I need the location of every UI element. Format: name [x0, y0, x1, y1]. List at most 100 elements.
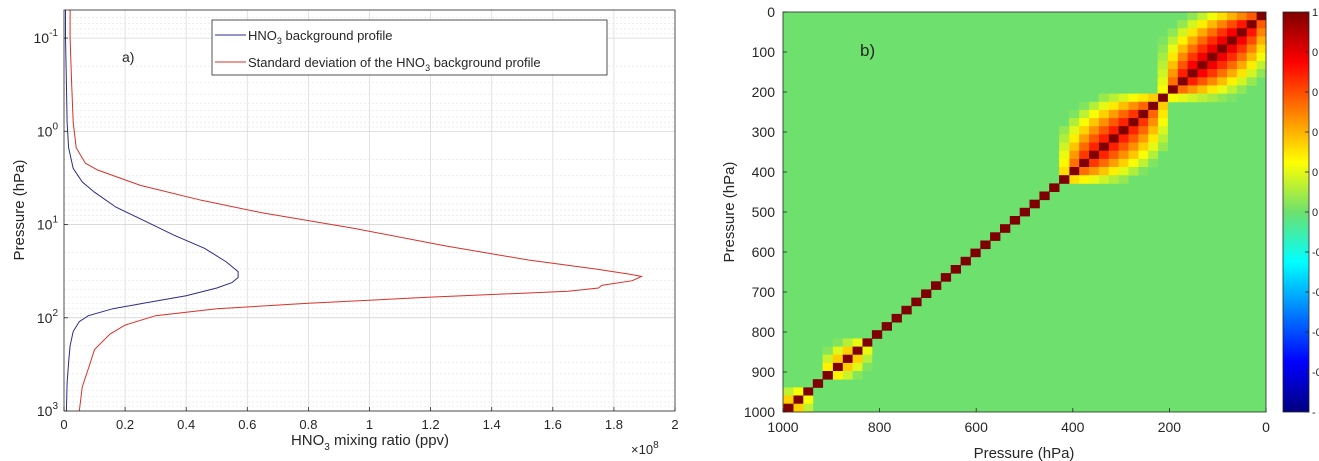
heatmap-cell — [1177, 44, 1188, 54]
heatmap-cell — [1226, 85, 1237, 94]
panel-b-y-ticks: 0 100 200 300 400 500 600 700 800 900 1000 — [744, 4, 787, 420]
heatmap-cell — [1078, 175, 1090, 184]
heatmap-cell — [1236, 36, 1247, 46]
heatmap-cell — [1108, 158, 1119, 168]
x-tick-label: 2 — [671, 417, 678, 432]
heatmap-cell — [1226, 93, 1237, 103]
heatmap-cell — [1068, 134, 1080, 143]
panel-a-x-axis-label: HNO3 mixing ratio (ppv) — [291, 432, 449, 453]
heatmap-cell — [1157, 109, 1168, 119]
heatmap-cell — [980, 240, 991, 250]
colorbar-tick-label: -0 — [1312, 287, 1319, 299]
heatmap-cell — [1167, 69, 1178, 78]
heatmap-cell — [901, 305, 912, 315]
colorbar-tick-label: 1 — [1312, 7, 1318, 19]
heatmap-cell — [1226, 77, 1237, 86]
heatmap-cell — [1108, 101, 1119, 111]
y-tick-label: 102 — [37, 308, 59, 326]
x-tick-label: 400 — [1061, 419, 1085, 435]
heatmap-cell — [1137, 93, 1149, 103]
heatmap-cell — [1246, 28, 1257, 37]
heatmap-cell — [1118, 134, 1129, 143]
panel-b-label: b) — [860, 41, 875, 60]
heatmap-cell — [1128, 134, 1139, 143]
heatmap-cell — [1128, 126, 1139, 135]
heatmap-cell — [1157, 44, 1168, 54]
colorbar-tick-label: 0 — [1312, 207, 1318, 219]
x-tick-label: 0.6 — [238, 417, 256, 432]
panel-a-x-exponent: ×108 — [631, 440, 659, 457]
colorbar-tick-label: 0 — [1312, 47, 1318, 59]
heatmap-cell — [1187, 69, 1198, 78]
heatmap-cell — [1137, 109, 1149, 119]
heatmap-cell — [1236, 85, 1247, 94]
heatmap-cell — [1108, 109, 1119, 119]
heatmap-cell — [1128, 93, 1139, 103]
heatmap-cell — [1157, 85, 1168, 94]
heatmap-cell — [1246, 52, 1257, 62]
heatmap-cell — [950, 265, 961, 274]
heatmap-cell — [1167, 85, 1178, 94]
heatmap-cell — [1167, 28, 1178, 37]
heatmap-cell — [1177, 20, 1188, 29]
panel-b-y-axis-label: Pressure (hPa) — [721, 162, 738, 263]
heatmap-cell — [832, 346, 843, 356]
heatmap-cell — [1147, 142, 1159, 152]
heatmap-cell — [1177, 61, 1188, 70]
heatmap-cell — [881, 322, 892, 331]
heatmap-cell — [1098, 109, 1109, 119]
heatmap-cell — [1216, 12, 1227, 21]
heatmap-cell — [832, 354, 843, 364]
heatmap-cell — [1236, 69, 1247, 78]
heatmap-cell — [1147, 134, 1159, 143]
heatmap-cell — [1009, 216, 1021, 225]
y-tick-label: 1000 — [744, 404, 775, 420]
heatmap-cell — [1206, 44, 1218, 54]
heatmap-cell — [1246, 36, 1257, 46]
colorbar-tick-label: 0 — [1312, 127, 1318, 139]
heatmap-cell — [1177, 93, 1188, 103]
heatmap-cell — [1157, 36, 1168, 46]
x-tick-label: 800 — [868, 419, 892, 435]
heatmap-cell — [1147, 126, 1159, 135]
heatmap-cell — [1197, 52, 1208, 62]
heatmap-cell — [1118, 101, 1129, 111]
heatmap-cell — [1088, 109, 1099, 119]
heatmap-cell — [1187, 12, 1198, 21]
heatmap-cell — [1068, 175, 1080, 184]
heatmap-cell — [1049, 183, 1060, 192]
heatmap-cell — [1206, 85, 1218, 94]
heatmap-cell — [1098, 118, 1109, 127]
heatmap-cell — [1147, 101, 1159, 111]
colorbar — [1282, 11, 1310, 413]
heatmap-cell — [1216, 61, 1227, 70]
heatmap-cell — [1256, 52, 1267, 62]
heatmap-cell — [1088, 142, 1099, 152]
heatmap-cell — [1197, 93, 1208, 103]
heatmap-cell — [1108, 150, 1119, 160]
heatmap-cell — [1039, 191, 1050, 201]
heatmap-cell — [970, 248, 981, 258]
heatmap-cell — [822, 346, 833, 356]
heatmap-cell — [1216, 20, 1227, 29]
panel-a-lines — [65, 10, 644, 412]
x-tick-label: 0 — [1262, 419, 1270, 435]
legend-label-background: HNO3 background profile — [248, 28, 392, 46]
heatmap-cell — [1236, 12, 1247, 21]
heatmap-cell — [1068, 158, 1080, 168]
heatmap-cell — [1098, 142, 1109, 152]
heatmap-cell — [852, 362, 863, 372]
heatmap-cell — [1177, 69, 1188, 78]
heatmap-cell — [1187, 61, 1198, 70]
heatmap-cell — [1147, 118, 1159, 127]
panel-b-x-ticks: 1000 800 600 400 200 0 — [767, 408, 1270, 435]
heatmap-cell — [852, 371, 863, 380]
heatmap-cell — [1216, 93, 1227, 103]
y-tick-label: 100 — [752, 44, 776, 60]
y-tick-label: 103 — [37, 401, 59, 419]
legend-label-std: Standard deviation of the HNO3 backgroun… — [248, 55, 541, 73]
heatmap-cell — [1226, 36, 1237, 46]
colorbar-tick-label: -0 — [1312, 327, 1319, 339]
y-tick-label: 600 — [752, 244, 776, 260]
colorbar-tick-label: 0 — [1312, 87, 1318, 99]
